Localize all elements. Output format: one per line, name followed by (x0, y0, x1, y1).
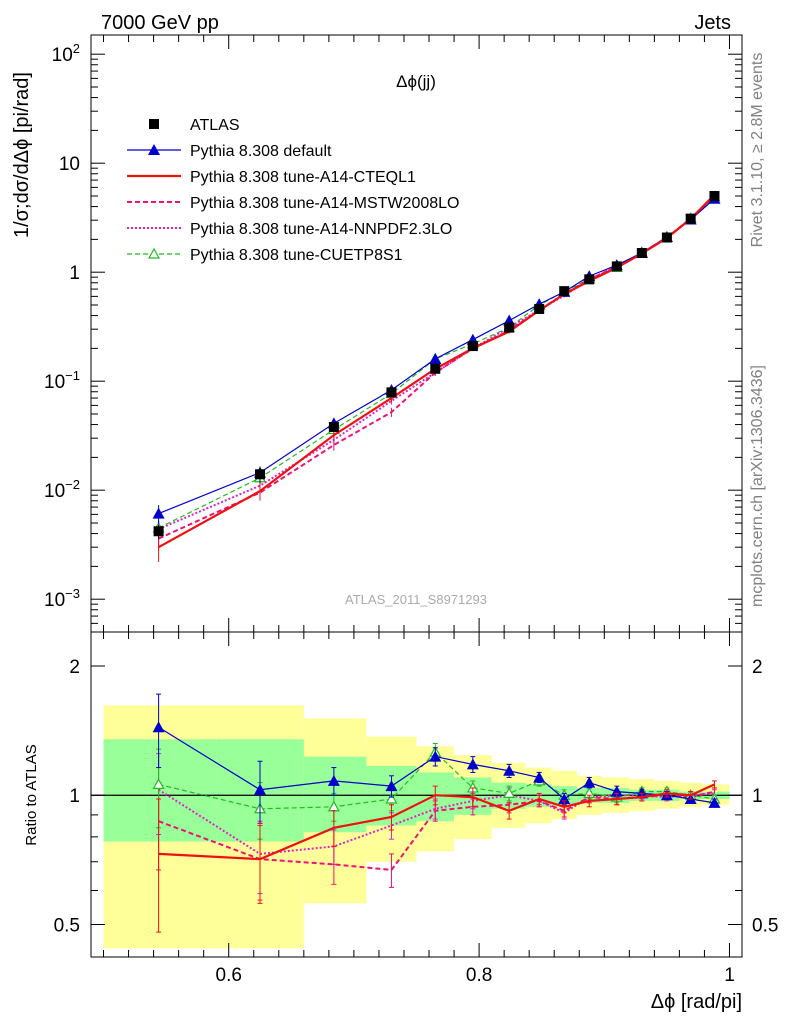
main-data-point (153, 526, 164, 537)
main-series-0 (153, 191, 720, 539)
legend: ATLAS Pythia 8.308 default Pythia 8.308 tu… (127, 117, 459, 264)
main-data-point (636, 247, 647, 258)
ratio-series-2 (156, 780, 717, 933)
main-axis-ticks: 10−3 10−2 10−1 1 10 102 (44, 35, 742, 633)
x-tick-label: 0.6 (216, 965, 242, 986)
legend-label: Pythia 8.308 default (190, 143, 332, 160)
legend-item-0: ATLAS (149, 117, 240, 134)
legend-marker (147, 247, 161, 259)
ratio-data-point (533, 771, 546, 783)
energy-label: 7000 GeV pp (101, 12, 219, 34)
main-series-1 (152, 192, 721, 524)
ratio-data-point (429, 750, 442, 762)
ratio-data-point (327, 774, 340, 786)
ratio-frame (90, 631, 743, 958)
legend-label: Pythia 8.308 tune-A14-CTEQL1 (190, 169, 416, 186)
ratio-uncertainty-bands (103, 705, 730, 949)
main-data-point (534, 303, 545, 314)
ratio-y-tick-label: 2 (69, 657, 80, 678)
main-frame (90, 34, 743, 633)
ratio-data-point (385, 792, 398, 804)
legend-marker (149, 119, 159, 129)
main-data-point (430, 363, 441, 374)
main-data-point (584, 274, 595, 285)
ratio-data-point (466, 758, 479, 770)
ratio-axis-ticks: 0.5 0.5 1 1 2 2 0.6 0.8 1 (54, 632, 778, 986)
legend-label: Pythia 8.308 tune-A14-MSTW2008LO (190, 195, 459, 212)
main-plot-area (152, 190, 721, 562)
main-data-point (504, 322, 515, 333)
main-y-tick-label: 10−1 (44, 368, 80, 393)
stat-uncertainty-band (303, 756, 367, 833)
main-data-point (559, 286, 570, 297)
ratio-data-point (583, 776, 596, 788)
ratio-y-tick-label-right: 0.5 (752, 915, 778, 936)
main-data-point (328, 421, 339, 432)
ratio-data-point (152, 778, 165, 789)
main-data-point (709, 191, 720, 202)
main-data-point (661, 232, 672, 243)
main-y-tick-label: 10 (59, 154, 80, 175)
main-data-point (152, 507, 165, 519)
ratio-data-point (610, 785, 623, 797)
ratio-data-point (558, 793, 571, 805)
ratio-data-point (708, 796, 721, 808)
ratio-series-line (158, 751, 715, 810)
ratio-y-tick-label: 0.5 (54, 915, 80, 936)
main-y-tick-label: 10−3 (44, 586, 80, 611)
main-data-point (386, 387, 397, 398)
ratio-data-point (385, 780, 398, 792)
main-y-tick-label: 102 (52, 41, 80, 66)
main-plot-title: Δϕ(jj) (396, 72, 436, 91)
ratio-plot-area (91, 693, 742, 949)
ratio-data-point (152, 721, 165, 733)
ratio-y-axis-label: Ratio to ATLAS (23, 744, 40, 845)
ratio-y-tick-label-right: 1 (752, 786, 763, 807)
ratio-y-tick-label-right: 2 (752, 657, 763, 678)
legend-item-1: Pythia 8.308 default (127, 143, 332, 160)
main-panel: 10−3 10−2 10−1 1 10 102 Δϕ(jj) ATLAS_2011_S89… (11, 34, 743, 633)
main-y-axis-label: 1/σ;dσ/dΔϕ [pi/rad] (11, 72, 33, 238)
legend-label: ATLAS (190, 117, 240, 134)
process-label: Jets (694, 12, 731, 34)
ratio-data-point (503, 764, 516, 776)
legend-marker (148, 144, 160, 155)
main-data-point (611, 261, 622, 272)
ratio-data-point (503, 787, 516, 798)
main-data-point (429, 352, 442, 364)
ratio-data-point (254, 783, 267, 795)
analysis-label: ATLAS_2011_S8971293 (345, 592, 487, 607)
rivet-label: Rivet 3.1.10, ≥ 2.8M events (749, 53, 766, 248)
x-tick-label: 1 (724, 965, 735, 986)
main-data-point (467, 341, 478, 352)
legend-item-5: Pythia 8.308 tune-CUETP8S1 (127, 247, 403, 264)
legend-label: Pythia 8.308 tune-A14-NNPDF2.3LO (190, 221, 452, 238)
x-tick-label: 0.8 (466, 965, 492, 986)
main-y-tick-label: 10−2 (44, 477, 80, 502)
ratio-panel: 0.5 0.5 1 1 2 2 0.6 0.8 1 Ratio to ATLAS Δϕ [rad… (23, 631, 778, 1013)
ratio-y-tick-label: 1 (69, 786, 80, 807)
main-data-point (685, 213, 696, 224)
legend-item-3: Pythia 8.308 tune-A14-MSTW2008LO (127, 195, 459, 212)
mcplots-label: mcplots.cern.ch [arXiv:1306.3436] (749, 365, 766, 607)
x-axis-label: Δϕ [rad/pi] (651, 991, 742, 1013)
legend-item-2: Pythia 8.308 tune-A14-CTEQL1 (127, 169, 416, 186)
legend-label: Pythia 8.308 tune-CUETP8S1 (190, 247, 403, 264)
legend-item-4: Pythia 8.308 tune-A14-NNPDF2.3LO (127, 221, 452, 238)
main-data-point (255, 469, 266, 480)
main-y-tick-label: 1 (69, 263, 80, 284)
